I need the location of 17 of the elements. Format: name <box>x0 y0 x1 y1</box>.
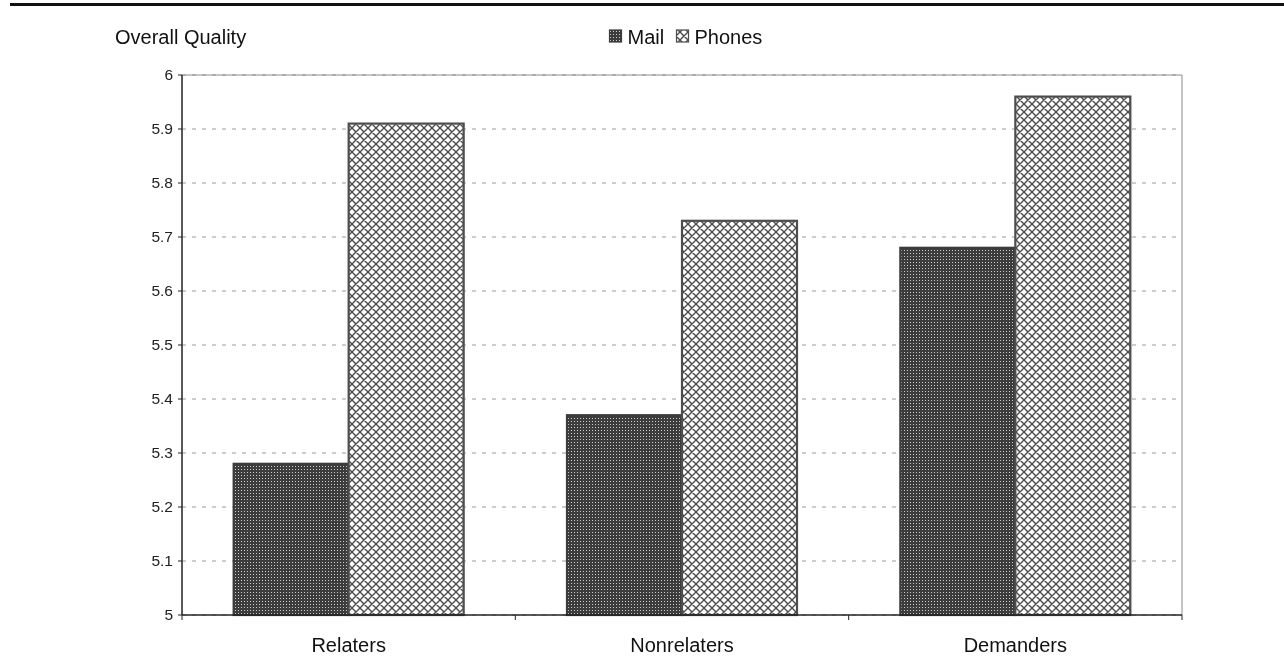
y-tick-label: 5.7 <box>151 228 173 246</box>
y-tick-label: 5.4 <box>151 390 174 408</box>
x-tick-label: Demanders <box>963 634 1068 656</box>
y-axis-title: Overall Quality <box>115 26 247 48</box>
y-tick-label: 5.5 <box>151 336 173 354</box>
y-tick-label: 5.6 <box>151 282 173 300</box>
y-tick-label: 5.3 <box>151 444 173 462</box>
y-tick-label: 5.2 <box>151 498 173 516</box>
y-tick-label: 5 <box>164 606 173 624</box>
y-tick-label: 5.9 <box>151 120 173 138</box>
y-tick-label: 6 <box>164 66 173 84</box>
legend-label: Phones <box>694 26 763 48</box>
x-tick-label: Nonrelaters <box>630 634 734 656</box>
y-tick-label: 5.8 <box>151 174 173 192</box>
x-tick-label: Relaters <box>311 634 386 656</box>
y-tick-label: 5.1 <box>151 552 173 570</box>
legend-label: Mail <box>627 26 665 48</box>
